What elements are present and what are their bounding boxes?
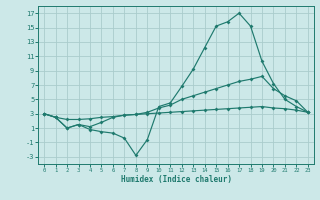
X-axis label: Humidex (Indice chaleur): Humidex (Indice chaleur) [121,175,231,184]
